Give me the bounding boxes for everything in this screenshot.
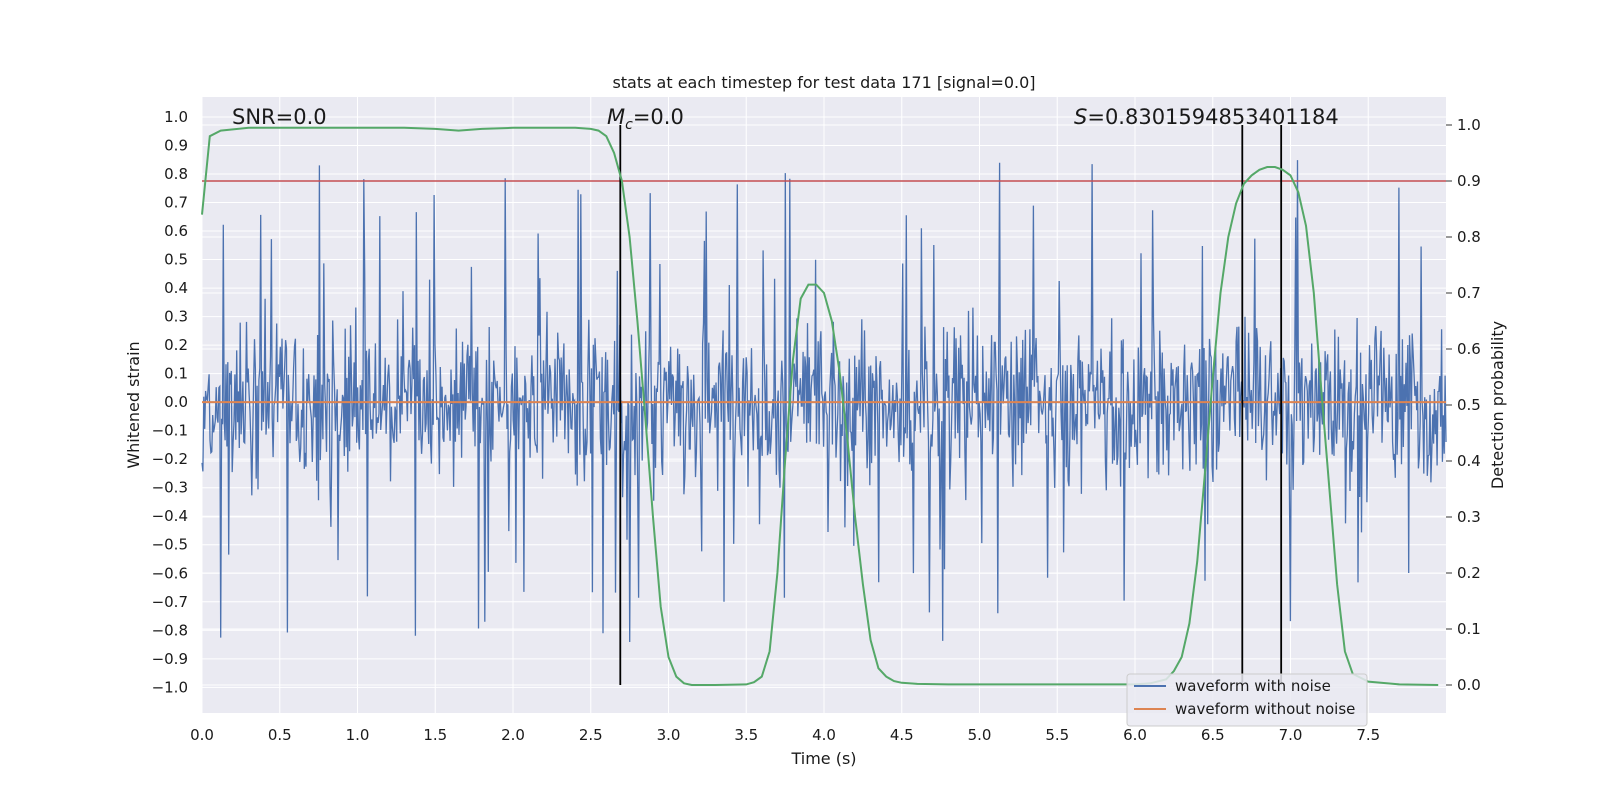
y-tick-label: −0.1 [152, 422, 188, 440]
y-tick-label: −0.3 [152, 479, 188, 497]
y2-tick-label: 0.1 [1457, 620, 1481, 638]
y-tick-label: −0.8 [152, 621, 188, 639]
x-tick-label: 1.0 [346, 726, 370, 744]
x-tick-label: 2.0 [501, 726, 525, 744]
x-tick-label: 4.5 [890, 726, 914, 744]
y2-axis-label: Detection probability [1488, 321, 1507, 489]
legend-label-noise: waveform with noise [1175, 677, 1331, 695]
y2-tick-label: 0.7 [1457, 284, 1481, 302]
y-tick-label: 0.6 [164, 222, 188, 240]
x-tick-label: 1.5 [423, 726, 447, 744]
x-tick-label: 6.5 [1201, 726, 1225, 744]
y-tick-label: −0.6 [152, 564, 188, 582]
x-tick-label: 3.5 [734, 726, 758, 744]
x-tick-label: 0.0 [190, 726, 214, 744]
x-tick-label: 3.0 [657, 726, 681, 744]
y2-tick-label: 0.2 [1457, 564, 1481, 582]
y-tick-label: 0.9 [164, 136, 188, 154]
x-tick-label: 5.0 [968, 726, 992, 744]
y2-tick-label: 0.6 [1457, 340, 1481, 358]
x-tick-label: 6.0 [1123, 726, 1147, 744]
y-tick-label: −0.5 [152, 536, 188, 554]
y-tick-label: −0.4 [152, 507, 188, 525]
y-tick-label: −0.9 [152, 650, 188, 668]
legend-box [1126, 673, 1368, 727]
x-axis-label: Time (s) [790, 749, 856, 768]
mc-annotation: Mc=0.0 [607, 105, 684, 133]
s-value: =0.8301594853401184 [1087, 105, 1338, 129]
y-tick-label: 0.1 [164, 365, 188, 383]
y2-tick-label: 0.5 [1457, 396, 1481, 414]
y2-tick-label: 0.4 [1457, 452, 1481, 470]
mc-value: =0.0 [633, 105, 684, 129]
y2-tick-label: 0.9 [1457, 172, 1481, 190]
y-tick-label: −0.7 [152, 593, 188, 611]
y2-tick-label: 1.0 [1457, 116, 1481, 134]
x-tick-label: 2.5 [579, 726, 603, 744]
y-tick-label: 0.8 [164, 165, 188, 183]
y2-tick-label: 0.8 [1457, 228, 1481, 246]
y-tick-label: 0.0 [164, 393, 188, 411]
x-tick-label: 0.5 [268, 726, 292, 744]
y-axis-label: Whitened strain [124, 341, 143, 468]
x-tick-label: 7.0 [1279, 726, 1303, 744]
y-tick-label: 0.7 [164, 194, 188, 212]
chart-title: stats at each timestep for test data 171… [612, 73, 1035, 92]
mc-subscript: c [625, 117, 633, 133]
snr-annotation: SNR=0.0 [232, 105, 327, 129]
x-tick-label: 4.0 [812, 726, 836, 744]
mc-symbol: M [607, 105, 625, 129]
y-tick-label: 0.3 [164, 308, 188, 326]
y2-tick-label: 0.3 [1457, 508, 1481, 526]
s-symbol: S [1074, 105, 1087, 129]
s-annotation: S=0.8301594853401184 [1074, 105, 1339, 129]
y-tick-label: 0.2 [164, 336, 188, 354]
y-tick-label: −0.2 [152, 450, 188, 468]
y2-tick-label: 0.0 [1457, 676, 1481, 694]
y-tick-label: 1.0 [164, 108, 188, 126]
y-tick-label: 0.4 [164, 279, 188, 297]
legend: waveform with noise waveform without noi… [1126, 673, 1368, 727]
y-tick-label: 0.5 [164, 251, 188, 269]
detection-probability-line [201, 126, 1439, 686]
noise-series-group [201, 160, 1447, 643]
x-tick-label: 7.5 [1356, 726, 1380, 744]
line-series-group [201, 125, 1446, 686]
legend-label-clean: waveform without noise [1175, 700, 1355, 718]
waveform-with-noise-line [201, 160, 1447, 643]
x-tick-label: 5.5 [1045, 726, 1069, 744]
y-tick-label: −1.0 [152, 678, 188, 696]
tick-labels-group: 0.0 0.5 1.0 1.5 2.0 2.5 3.0 3.5 4.0 4.5 5.0 5.5 6.0 6… [152, 108, 1481, 744]
